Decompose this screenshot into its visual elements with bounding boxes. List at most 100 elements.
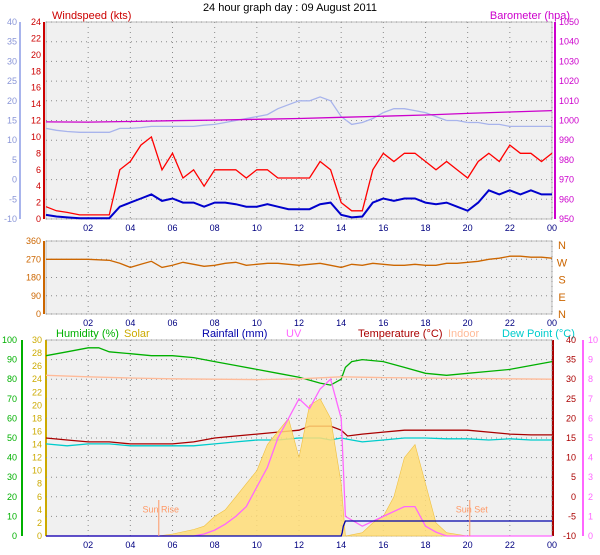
barometer-tick-label: 950 (559, 214, 574, 224)
temperature-tick-label: 25 (566, 394, 576, 404)
wind-average-line (45, 189, 552, 220)
wind-outer-tick-label: -5 (9, 194, 17, 204)
humidity-line (45, 347, 553, 386)
temperature-tick-label: 20 (566, 413, 576, 423)
direction-tick-labels: 02 04 06 08 10 12 14 16 18 20 22 00360270180900NWSE… (26, 236, 568, 328)
temperature-tick-label: 40 (566, 335, 576, 345)
solar-tick-label: 0 (37, 531, 42, 541)
compass-tick-label: N (558, 309, 566, 321)
x-tick-label: 10 (252, 223, 262, 233)
weather-conditions-panel: Humidity (%) Solar Rainfall (mm) UV Temperat… (2, 328, 598, 550)
x-tick-label: 06 (167, 540, 177, 550)
wind-plot-area (45, 21, 553, 220)
chart-title: 24 hour graph day : 09 August 2011 (203, 2, 377, 14)
barometer-tick-label: 1000 (559, 116, 579, 126)
wind-inner-tick-label: 10 (31, 132, 41, 142)
x-tick-label: 18 (420, 223, 430, 233)
solar-tick-label: 28 (32, 348, 42, 358)
x-tick-label: 22 (505, 540, 515, 550)
compass-tick-label: W (557, 257, 568, 269)
humidity-tick-label: 100 (2, 335, 17, 345)
x-tick-label: 02 (83, 318, 93, 328)
solar-tick-label: 26 (32, 361, 42, 371)
temperature-tick-label: 0 (571, 492, 576, 502)
temperature-tick-label: 35 (566, 355, 576, 365)
conditions-tick-labels: 02 04 06 08 10 12 14 16 18 20 22 001009080706050403… (2, 335, 598, 550)
solar-tick-label: 4 (37, 505, 42, 515)
wind-outer-tick-label: 10 (7, 135, 17, 145)
solar-tick-label: 16 (32, 426, 42, 436)
x-tick-label: 16 (378, 318, 388, 328)
solar-tick-label: 30 (32, 335, 42, 345)
wind-barometer-panel: Windspeed (kts) Barometer (hpa) 02 04 06 08… (4, 10, 579, 233)
x-tick-label: 00 (547, 540, 557, 550)
direction-grid (46, 240, 553, 315)
uv-line (46, 377, 552, 537)
wind-outer-tick-label: -10 (4, 214, 17, 224)
solar-tick-label: 22 (32, 387, 42, 397)
wind-outer-tick-label: 15 (7, 116, 17, 126)
solar-tick-label: 12 (32, 453, 42, 463)
x-tick-label: 18 (420, 540, 430, 550)
solar-tick-label: 18 (32, 413, 42, 423)
x-tick-label: 10 (252, 318, 262, 328)
barometer-tick-label: 1020 (559, 76, 579, 86)
solar-tick-label: 20 (32, 400, 42, 410)
solar-area (46, 398, 552, 537)
wind-outer-tick-label: 0 (12, 175, 17, 185)
wind-inner-tick-label: 22 (31, 33, 41, 43)
humidity-tick-label: 80 (7, 374, 17, 384)
uv-tick-label: 9 (588, 355, 593, 365)
wind-inner-tick-label: 20 (31, 50, 41, 60)
x-tick-label: 04 (125, 318, 135, 328)
legend-entry: Dew Point (°C) (502, 328, 575, 340)
direction-series-group (46, 255, 553, 269)
x-tick-label: 22 (505, 223, 515, 233)
wind-outer-tick-label: 30 (7, 56, 17, 66)
solar-tick-label: 24 (32, 374, 42, 384)
sun-event-label: Sun Rise (143, 504, 180, 514)
wind-gust-line (45, 135, 553, 216)
wind-outer-tick-label: 40 (7, 17, 17, 27)
humidity-tick-label: 90 (7, 355, 17, 365)
wind-inner-tick-label: 0 (36, 214, 41, 224)
x-tick-label: 04 (125, 540, 135, 550)
solar-tick-label: 8 (37, 479, 42, 489)
wind-outer-tick-label: 25 (7, 76, 17, 86)
solar-tick-label: 2 (37, 518, 42, 528)
x-tick-label: 20 (463, 540, 473, 550)
legend-entry: Temperature (°C) (358, 328, 442, 340)
compass-tick-label: E (558, 292, 565, 304)
wind-series-group (45, 96, 553, 220)
wind-inner-tick-label: 24 (31, 17, 41, 27)
uv-tick-label: 2 (588, 492, 593, 502)
x-tick-label: 08 (210, 318, 220, 328)
uv-tick-label: 0 (588, 531, 593, 541)
x-tick-label: 08 (210, 540, 220, 550)
x-tick-label: 04 (125, 223, 135, 233)
x-tick-label: 16 (378, 223, 388, 233)
humidity-tick-label: 70 (7, 394, 17, 404)
temperature-tick-label: -5 (568, 511, 576, 521)
barometer-tick-label: 1050 (559, 17, 579, 27)
x-tick-label: 22 (505, 318, 515, 328)
barometer-tick-label: 980 (559, 155, 574, 165)
humidity-tick-label: 30 (7, 472, 17, 482)
rainfall-line (46, 520, 552, 537)
wind-direction-panel: 02 04 06 08 10 12 14 16 18 20 22 00360270180900NWSE… (26, 236, 568, 328)
uv-tick-label: 5 (588, 433, 593, 443)
humidity-tick-label: 60 (7, 413, 17, 423)
barometer-tick-label: 1030 (559, 56, 579, 66)
uv-tick-label: 8 (588, 374, 593, 384)
conditions-legend: Humidity (%) Solar Rainfall (mm) UV Temperat… (56, 328, 575, 340)
wind-inner-tick-label: 14 (31, 99, 41, 109)
uv-tick-label: 1 (588, 511, 593, 521)
wind-outer-tick-label: 35 (7, 37, 17, 47)
x-tick-label: 18 (420, 318, 430, 328)
windspeed-axis-label: Windspeed (kts) (52, 10, 131, 22)
barometer-tick-label: 1010 (559, 96, 579, 106)
uv-tick-label: 7 (588, 394, 593, 404)
temperature-tick-label: 10 (566, 453, 576, 463)
x-tick-label: 06 (167, 318, 177, 328)
